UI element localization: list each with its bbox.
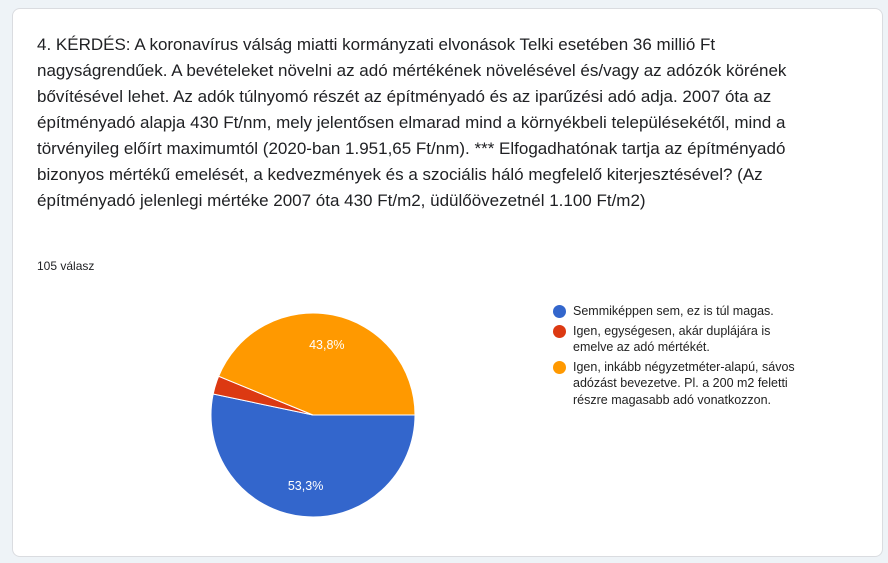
chart-legend: Semmiképpen sem, ez is túl magas. Igen, … xyxy=(553,303,813,411)
legend-label-igen-egysegesen: Igen, egységesen, akár duplájára is emel… xyxy=(573,323,771,355)
pie-label-semmikeppen: 53,3% xyxy=(288,479,323,493)
pie-slice-semmikeppen[interactable] xyxy=(210,393,416,518)
legend-label-igen-savos: Igen, inkább négyzetméter-alapú, sávos a… xyxy=(573,359,795,407)
legend-item-igen-egysegesen[interactable]: Igen, egységesen, akár duplájára is emel… xyxy=(553,323,813,356)
legend-item-semmikeppen[interactable]: Semmiképpen sem, ez is túl magas. xyxy=(553,303,813,320)
legend-swatch-igen-savos xyxy=(553,360,566,374)
pie-label-igen-savos: 43,8% xyxy=(309,338,344,352)
question-card: 4. KÉRDÉS: A koronavírus válság miatti k… xyxy=(12,8,883,557)
pie-slice-igen-savos[interactable] xyxy=(217,312,416,416)
legend-item-igen-savos[interactable]: Igen, inkább négyzetméter-alapú, sávos a… xyxy=(553,359,813,409)
legend-swatch-semmikeppen xyxy=(553,305,566,318)
legend-label-semmikeppen: Semmiképpen sem, ez is túl magas. xyxy=(573,304,774,318)
response-count: 105 válasz xyxy=(37,259,95,273)
legend-swatch-igen-egysegesen xyxy=(553,324,566,338)
question-text: 4. KÉRDÉS: A koronavírus válság miatti k… xyxy=(37,35,787,210)
